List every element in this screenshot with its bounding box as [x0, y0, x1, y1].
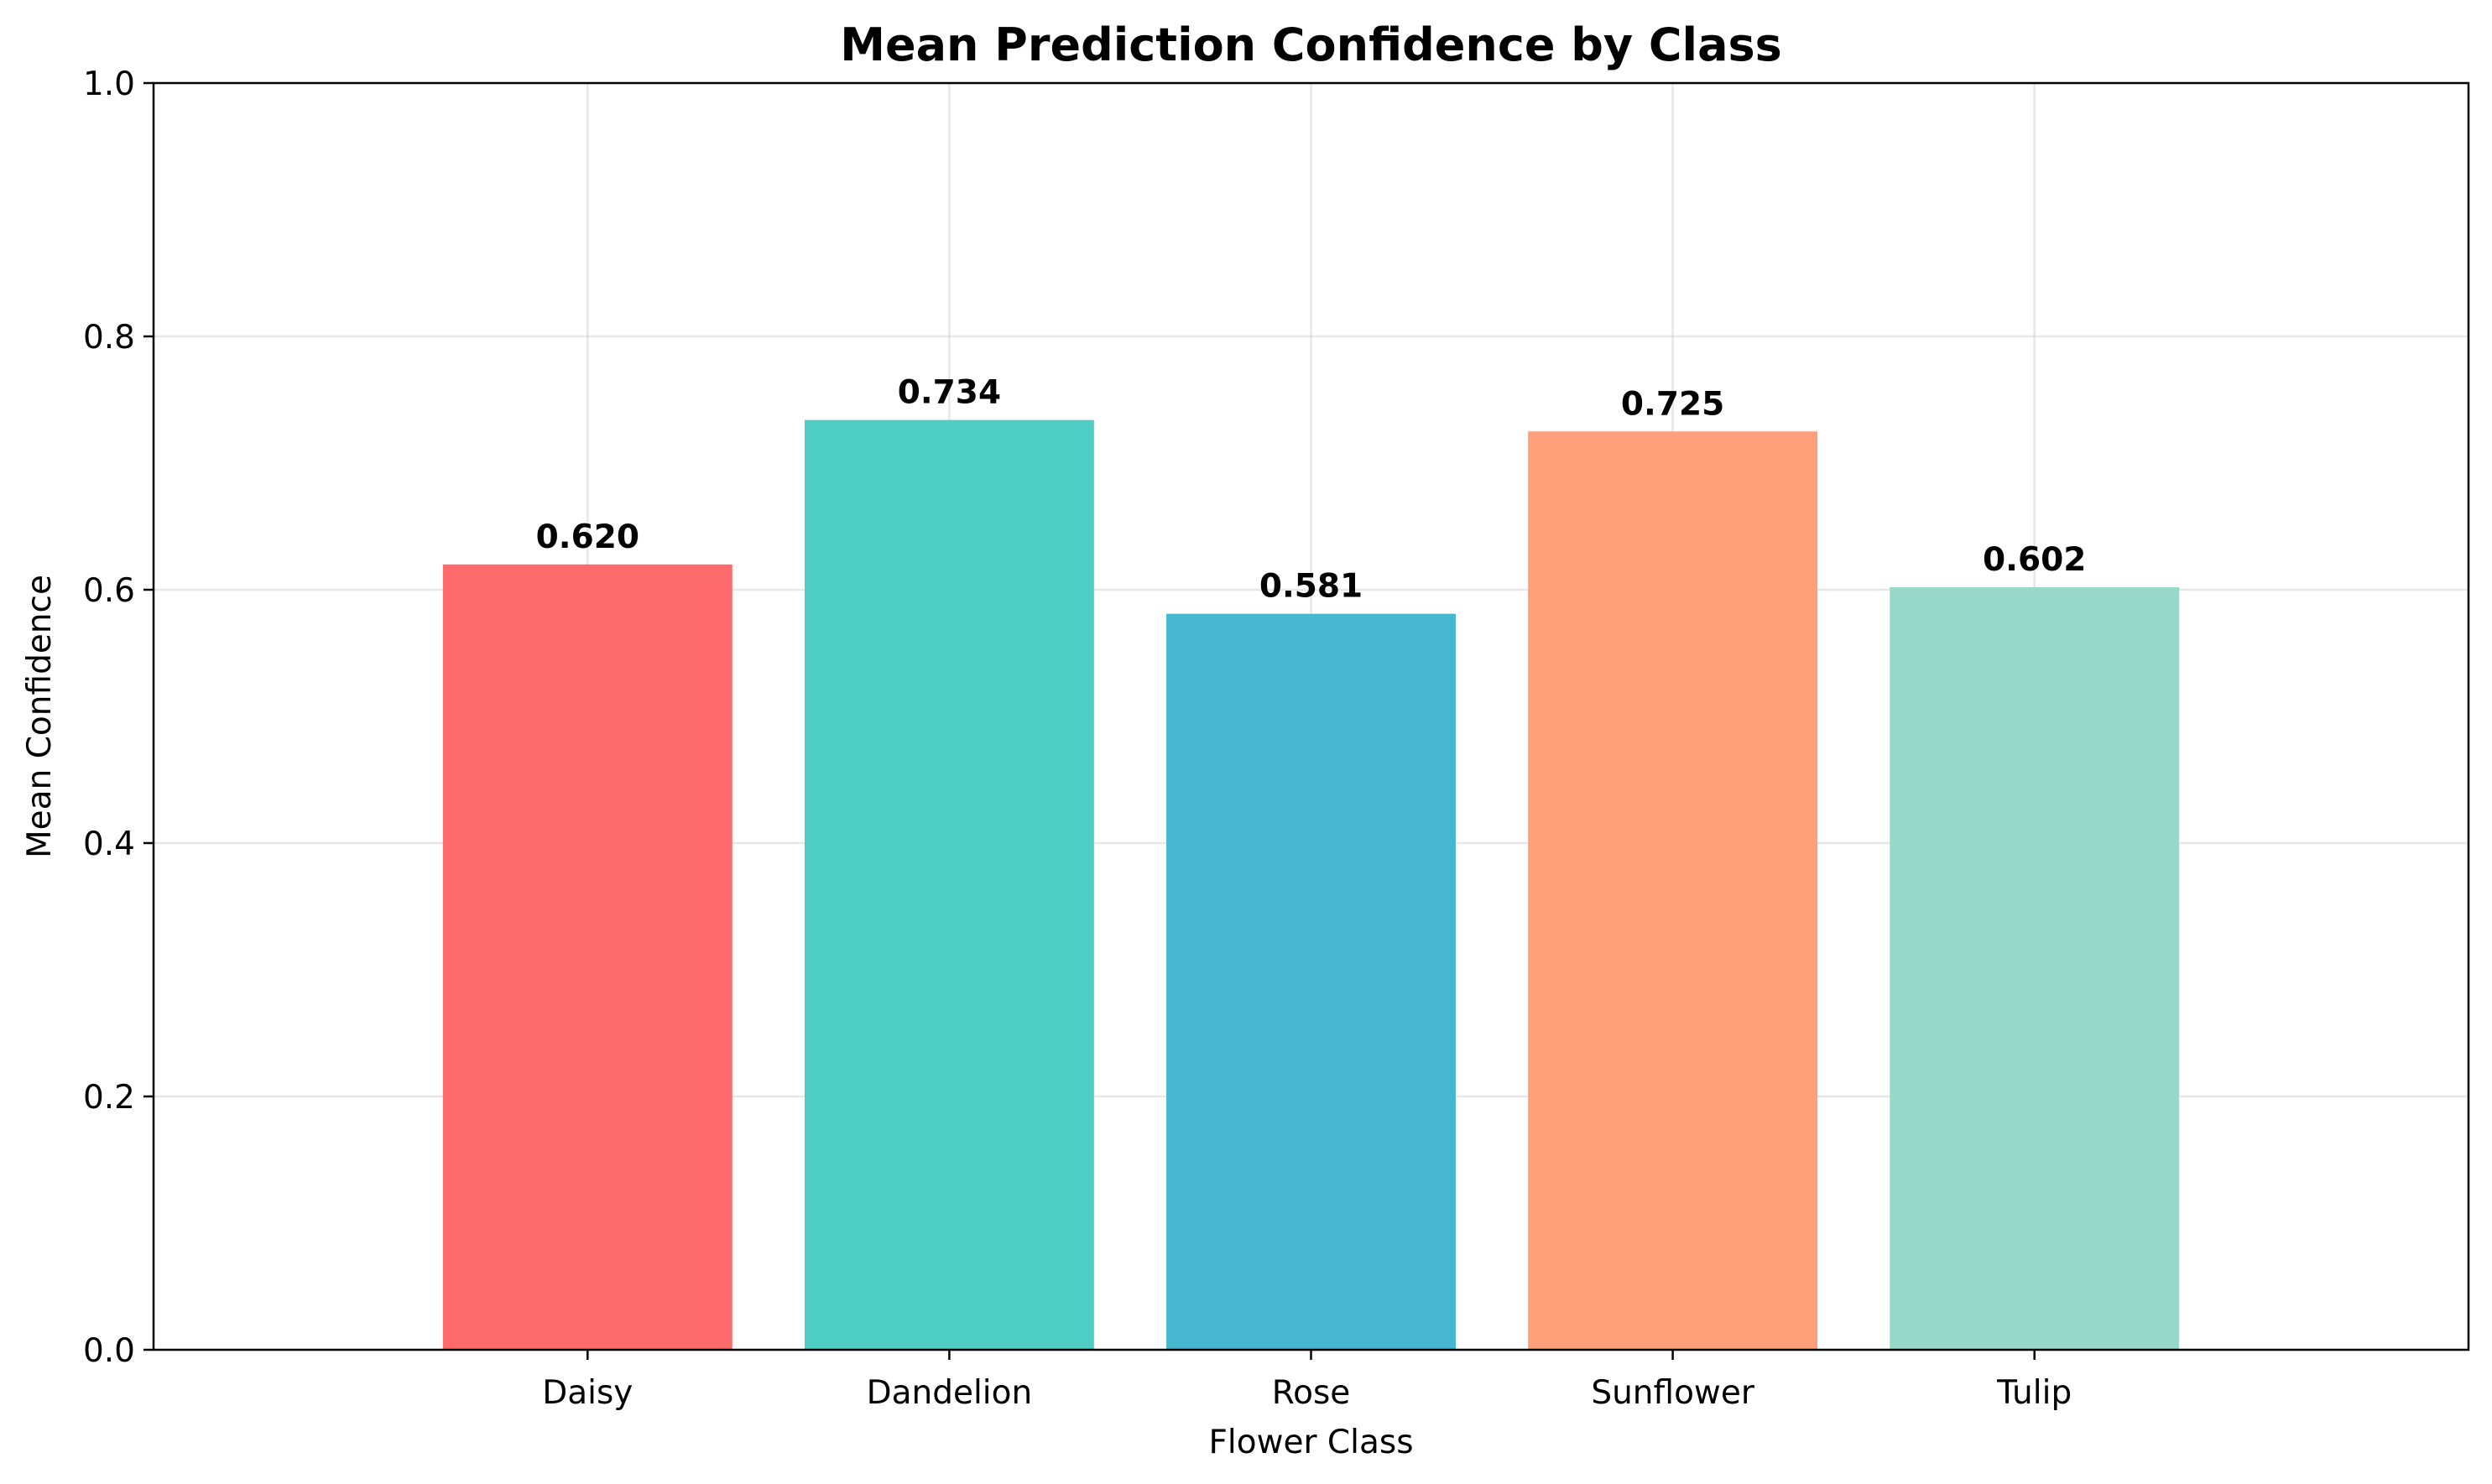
- y-tick-label: 0.6: [83, 572, 135, 610]
- y-tick-label: 0.0: [83, 1332, 135, 1370]
- value-label: 0.725: [1621, 385, 1724, 423]
- bar-dandelion: [804, 419, 1094, 1350]
- chart-title: Mean Prediction Confidence by Class: [840, 18, 1782, 71]
- bar-daisy: [442, 564, 732, 1350]
- data-labels: 0.620 0.734 0.581 0.725 0.602: [536, 374, 2087, 606]
- y-axis-ticks: 0.0 0.2 0.4 0.6 0.8 1.0: [83, 65, 154, 1370]
- bar-sunflower: [1528, 431, 1818, 1350]
- y-axis-label: Mean Confidence: [21, 575, 59, 858]
- plot-area-frame: [152, 81, 2470, 1351]
- x-tick-label: Dandelion: [867, 1374, 1033, 1412]
- y-tick-label: 0.8: [83, 319, 135, 357]
- bar-rose: [1166, 613, 1456, 1350]
- value-label: 0.620: [536, 518, 639, 556]
- x-axis-ticks: Daisy Dandelion Rose Sunflower Tulip: [542, 1350, 2072, 1412]
- y-tick-label: 1.0: [83, 65, 135, 103]
- bar-tulip: [1890, 586, 2180, 1350]
- x-axis-label: Flower Class: [1208, 1424, 1413, 1461]
- x-tick-label: Daisy: [542, 1374, 633, 1412]
- bars: [442, 419, 2180, 1350]
- x-tick-label: Sunflower: [1591, 1374, 1755, 1412]
- value-label: 0.581: [1259, 568, 1363, 606]
- y-tick-label: 0.4: [83, 825, 135, 863]
- x-tick-label: Rose: [1272, 1374, 1351, 1412]
- value-label: 0.602: [1983, 541, 2086, 579]
- y-tick-label: 0.2: [83, 1079, 135, 1117]
- value-label: 0.734: [898, 374, 1001, 412]
- x-tick-label: Tulip: [1996, 1374, 2072, 1412]
